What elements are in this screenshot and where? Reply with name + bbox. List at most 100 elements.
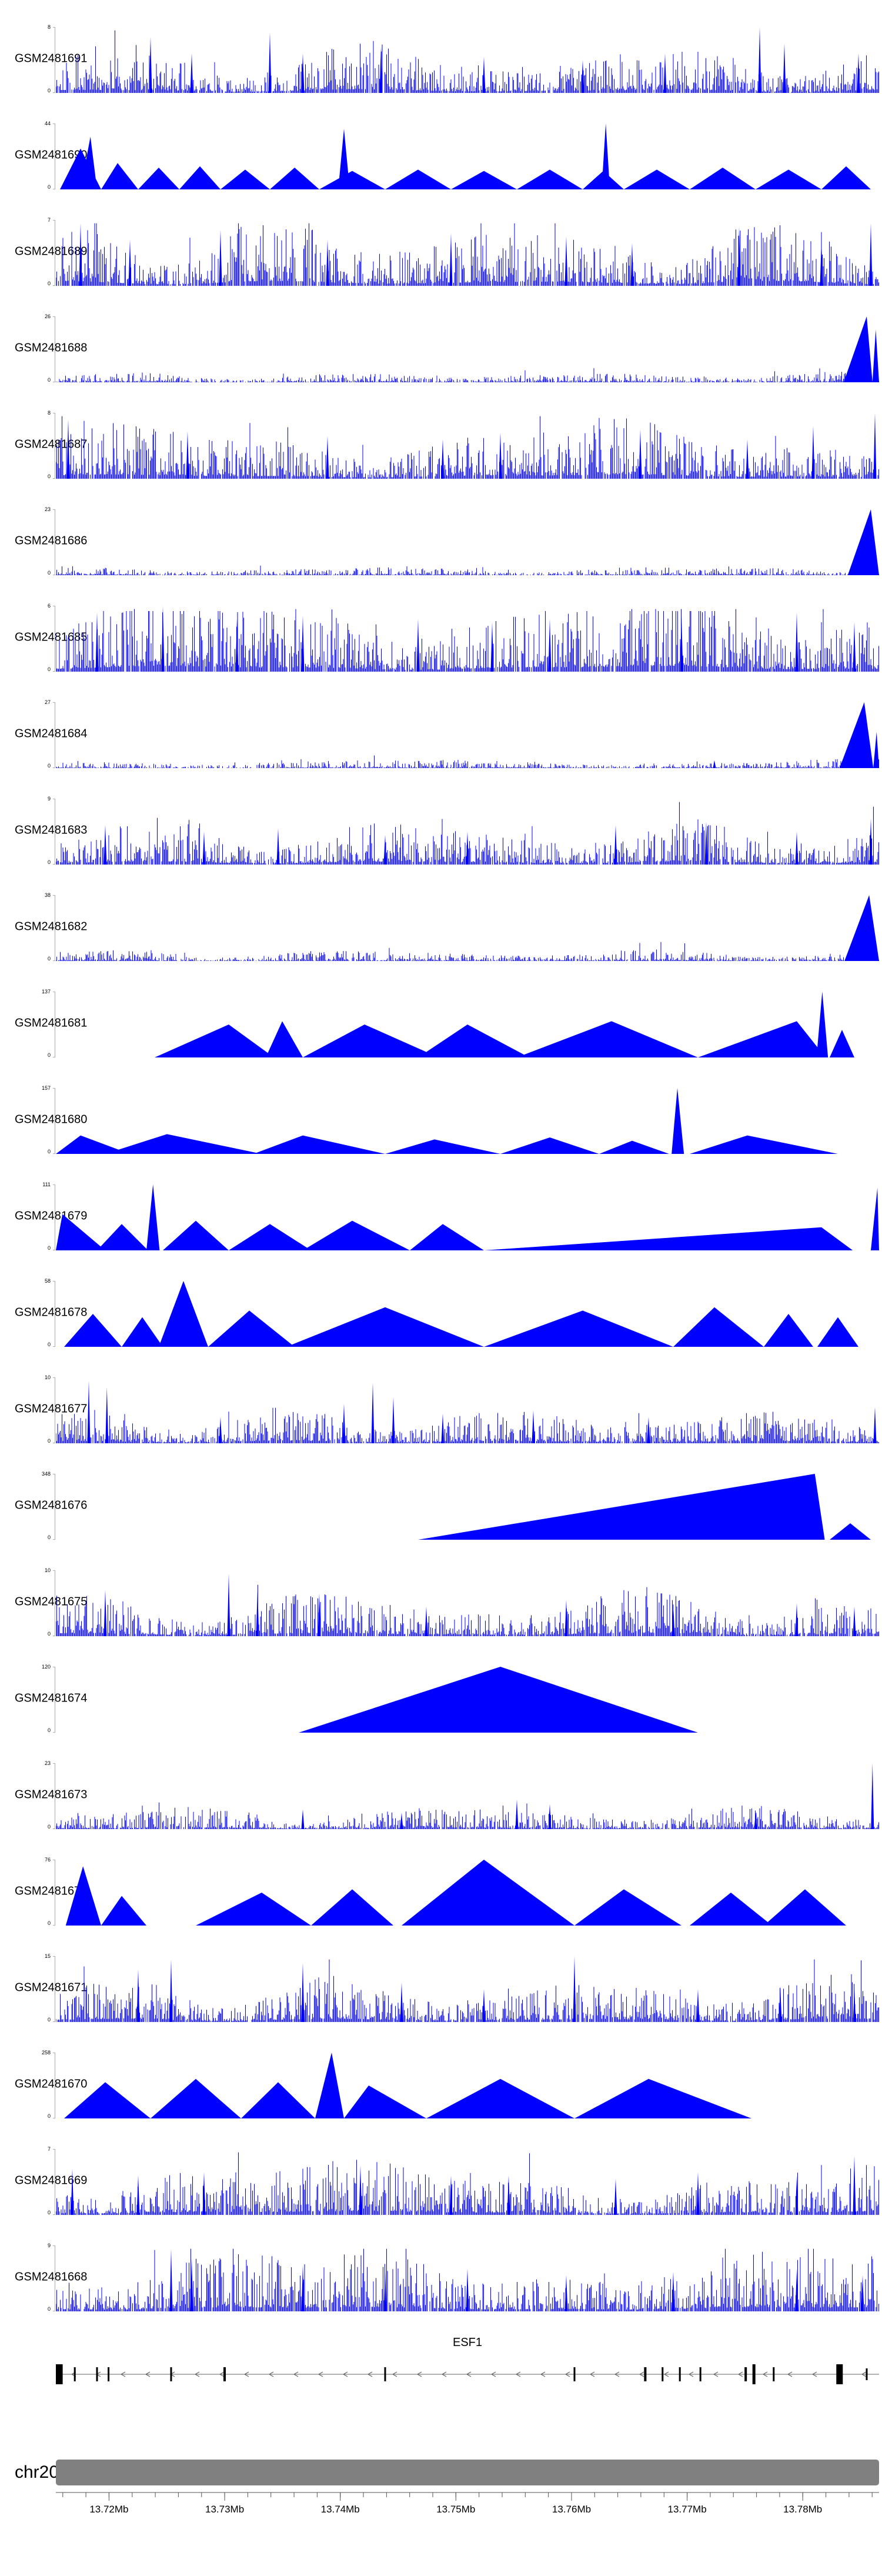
track-row-GSM2481673: GSM2481673 23 0	[0, 1747, 882, 1843]
svg-text:13.76Mb: 13.76Mb	[552, 2504, 591, 2515]
track-ymax-value: 10	[44, 1567, 51, 1573]
track-row-GSM2481691: GSM2481691 8 0	[0, 11, 882, 107]
track-row-GSM2481680: GSM2481680 157 0	[0, 1072, 882, 1168]
track-signal-plot	[64, 2053, 751, 2118]
signal-tracks-container: GSM2481691 8 0 GSM2481690 44 0 GSM2481689 7 0 GSM…	[0, 11, 882, 2312]
track-label: GSM2481691	[15, 52, 88, 65]
svg-text:13.74Mb: 13.74Mb	[321, 2504, 360, 2515]
track-row-GSM2481672: GSM2481672 76 0	[0, 1843, 882, 1940]
track-ymin-value: 0	[47, 281, 51, 286]
chromosome-ideogram	[56, 2460, 879, 2485]
track-label: GSM2481670	[15, 2077, 88, 2091]
gene-track: ESF1	[0, 2336, 882, 2395]
gene-model-plot	[56, 2364, 879, 2384]
track-ymin-value: 0	[47, 763, 51, 769]
track-row-GSM2481686: GSM2481686 23 0	[0, 493, 882, 589]
svg-text:13.72Mb: 13.72Mb	[89, 2504, 128, 2515]
track-row-GSM2481684: GSM2481684 27 0	[0, 686, 882, 782]
track-label: GSM2481675	[15, 1595, 88, 1609]
chromosome-track: chr20	[0, 2460, 882, 2485]
track-row-GSM2481677: GSM2481677 10 0	[0, 1361, 882, 1457]
track-row-GSM2481681: GSM2481681 137 0	[0, 975, 882, 1072]
track-label: GSM2481671	[15, 1981, 88, 1994]
track-label: GSM2481678	[15, 1306, 88, 1319]
track-signal-plot	[56, 1380, 879, 1443]
track-ymax-value: 258	[41, 2050, 51, 2056]
track-signal-plot	[56, 895, 879, 961]
track-ymax-value: 23	[44, 1760, 51, 1766]
track-label: GSM2481679	[15, 1209, 88, 1223]
track-label: GSM2481673	[15, 1788, 88, 1801]
track-ymin-value: 0	[47, 1534, 51, 1540]
track-label: GSM2481674	[15, 1691, 88, 1705]
track-label: GSM2481684	[15, 727, 88, 740]
track-signal-plot	[56, 2152, 879, 2215]
track-signal-plot	[56, 1573, 879, 1636]
gene-name-label: ESF1	[452, 2336, 483, 2349]
track-row-GSM2481685: GSM2481685 6 0	[0, 589, 882, 686]
track-signal-plot	[56, 223, 879, 286]
track-ymin-value: 0	[47, 1342, 51, 1347]
track-ymax-value: 26	[44, 313, 51, 319]
track-label: GSM2481672	[15, 1884, 88, 1898]
track-ymin-value: 0	[47, 1920, 51, 1926]
track-ymax-value: 157	[41, 1085, 51, 1091]
track-ymin-value: 0	[47, 859, 51, 865]
track-ymin-value: 0	[47, 2017, 51, 2023]
track-ymax-value: 7	[47, 2146, 51, 2152]
track-label: GSM2481680	[15, 1113, 88, 1126]
track-ymax-value: 9	[47, 2243, 51, 2248]
track-ymin-value: 0	[47, 473, 51, 479]
track-ymax-value: 23	[44, 506, 51, 512]
track-label: GSM2481690	[15, 148, 88, 162]
track-ymin-value: 0	[47, 88, 51, 94]
track-signal-plot	[56, 27, 879, 93]
track-signal-plot	[65, 1860, 846, 1926]
track-ymin-value: 0	[47, 1438, 51, 1444]
track-label: GSM2481681	[15, 1016, 88, 1030]
track-label: GSM2481677	[15, 1402, 88, 1416]
svg-text:13.75Mb: 13.75Mb	[436, 2504, 475, 2515]
track-label: GSM2481689	[15, 245, 88, 258]
track-label: GSM2481682	[15, 920, 88, 933]
track-signal-plot	[56, 1956, 879, 2022]
track-row-GSM2481669: GSM2481669 7 0	[0, 2133, 882, 2229]
track-label: GSM2481687	[15, 438, 88, 451]
track-ymin-value: 0	[47, 1149, 51, 1154]
track-ymin-value: 0	[47, 1052, 51, 1058]
track-ymax-value: 58	[44, 1278, 51, 1284]
track-ymax-value: 44	[44, 121, 51, 126]
track-ymin-value: 0	[47, 377, 51, 383]
track-ymax-value: 111	[42, 1182, 51, 1187]
track-signal-plot	[56, 509, 879, 575]
track-row-GSM2481675: GSM2481675 10 0	[0, 1554, 882, 1650]
track-signal-plot	[56, 1184, 879, 1250]
track-ymin-value: 0	[47, 1631, 51, 1637]
track-label: GSM2481686	[15, 534, 88, 548]
track-label: GSM2481668	[15, 2270, 88, 2284]
svg-text:13.73Mb: 13.73Mb	[205, 2504, 244, 2515]
track-ymin-value: 0	[47, 2113, 51, 2119]
svg-text:13.77Mb: 13.77Mb	[668, 2504, 707, 2515]
track-ymax-value: 120	[41, 1664, 51, 1670]
track-row-GSM2481690: GSM2481690 44 0	[0, 107, 882, 203]
track-signal-plot	[64, 1281, 858, 1347]
track-signal-plot	[56, 2248, 879, 2311]
track-row-GSM2481674: GSM2481674 120 0	[0, 1650, 882, 1747]
track-row-GSM2481676: GSM2481676 348 0	[0, 1457, 882, 1554]
track-ymax-value: 8	[47, 410, 51, 416]
track-ymin-value: 0	[47, 184, 51, 190]
track-ymax-value: 348	[41, 1471, 51, 1477]
track-label: GSM2481669	[15, 2174, 88, 2187]
track-signal-plot	[56, 413, 879, 479]
track-label: GSM2481676	[15, 1499, 88, 1512]
track-row-GSM2481689: GSM2481689 7 0	[0, 203, 882, 300]
track-ymax-value: 38	[44, 892, 51, 898]
track-signal-plot	[60, 124, 871, 189]
track-signal-plot	[418, 1474, 871, 1540]
genome-axis: 13.72Mb 13.73Mb 13.74Mb 13.75Mb 13.76Mb 13.77…	[56, 2492, 879, 2515]
track-ymax-value: 137	[41, 989, 51, 995]
track-signal-plot	[56, 316, 879, 382]
track-ymax-value: 9	[47, 796, 51, 802]
